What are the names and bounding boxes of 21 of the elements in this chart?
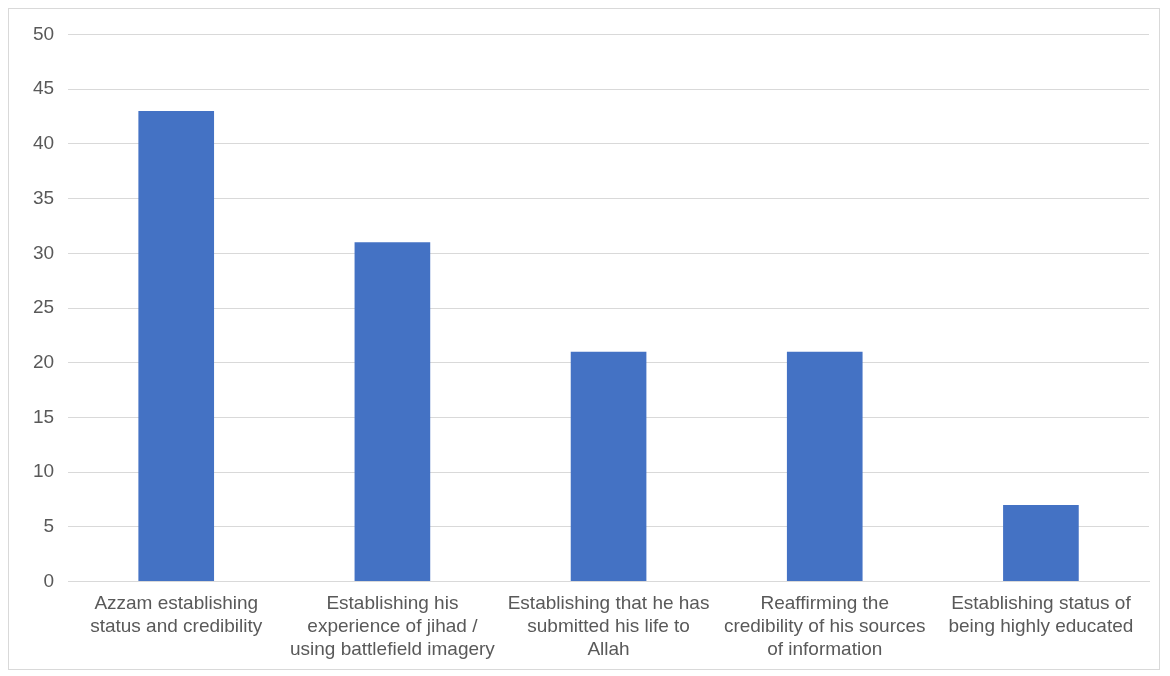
y-tick-label: 5 <box>43 515 55 537</box>
bar <box>138 111 215 582</box>
y-tick-label: 25 <box>32 296 55 318</box>
y-tick-label: 15 <box>32 405 55 427</box>
bar <box>786 351 863 582</box>
y-tick-label: 20 <box>32 350 55 372</box>
y-tick-label: 50 <box>32 22 55 44</box>
x-tick-label: Establishing his experience of jihad / using battlefield imagery <box>289 592 496 659</box>
bar <box>570 351 647 582</box>
y-tick-label: 35 <box>32 186 55 208</box>
x-tick-label: Azzam establishing status and credibility <box>90 592 263 637</box>
y-tick-label: 10 <box>32 460 55 482</box>
y-tick-label: 45 <box>32 77 55 99</box>
y-tick-label: 30 <box>32 241 55 263</box>
bar <box>354 242 431 582</box>
x-tick-label: Establishing status of being highly educated <box>948 592 1134 637</box>
bar <box>1003 504 1079 582</box>
y-tick-label: 40 <box>32 132 55 154</box>
x-tick-label: Reaffirming the credibility of his sources of information <box>723 592 926 659</box>
x-tick-label: Establishing that he has submitted his life to Allah <box>507 592 710 659</box>
y-tick-label: 0 <box>43 569 55 591</box>
